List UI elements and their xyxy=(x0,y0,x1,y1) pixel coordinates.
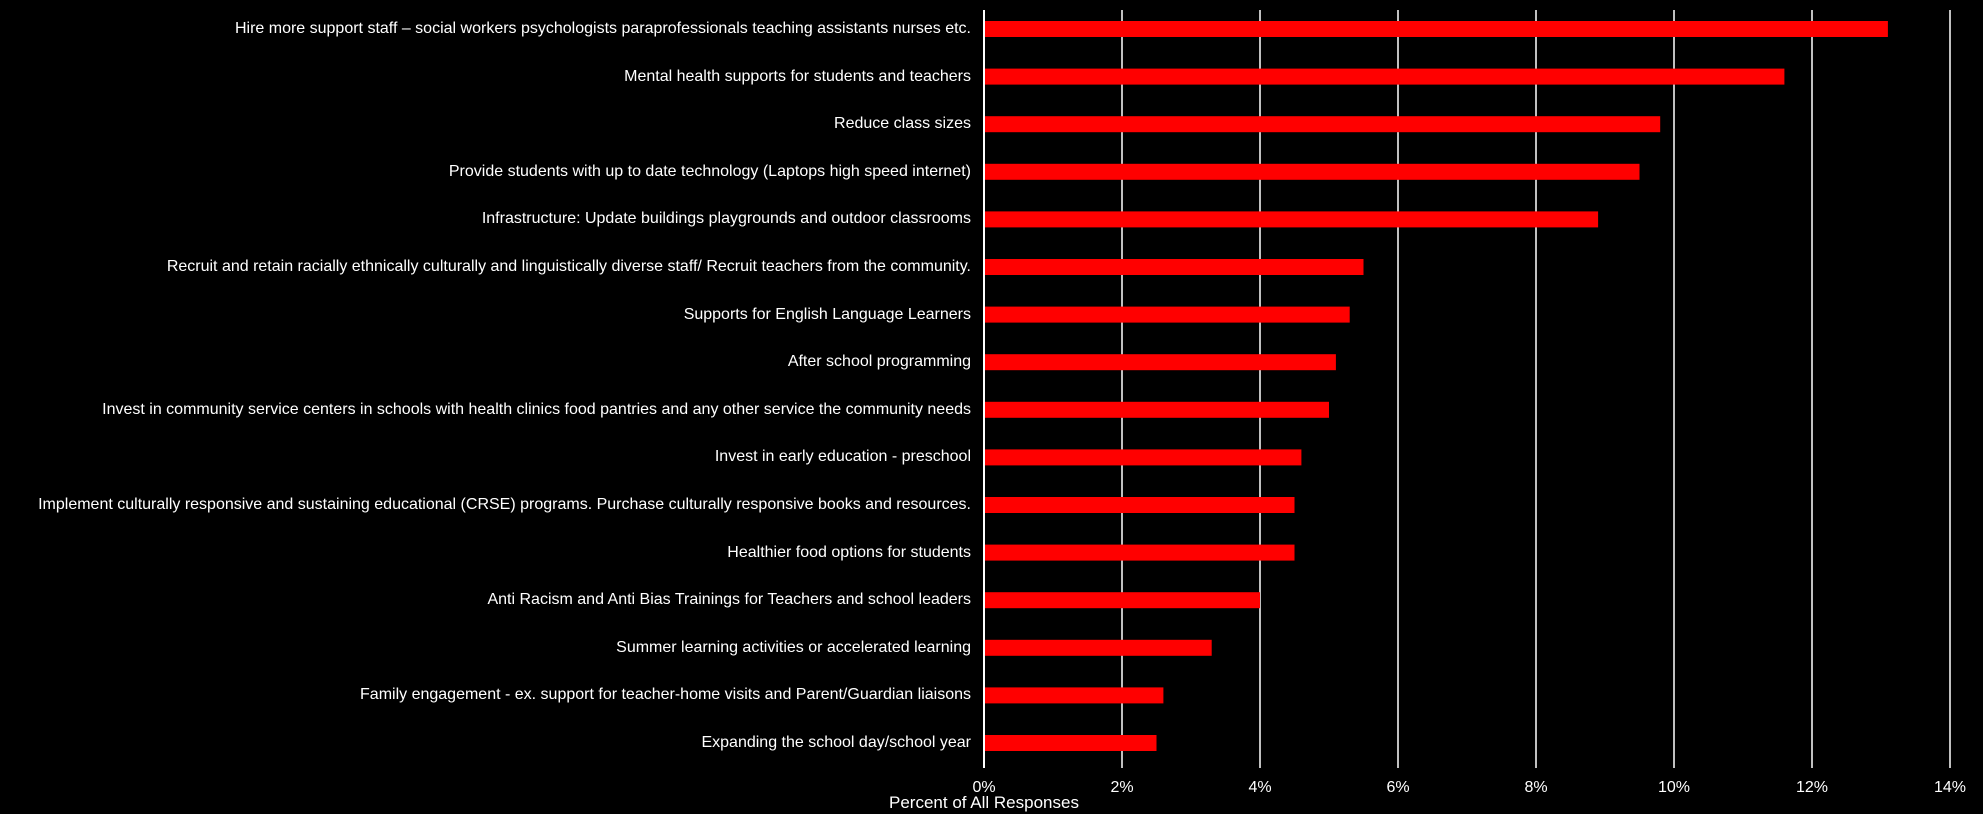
category-label: Mental health supports for students and … xyxy=(624,67,971,85)
bar xyxy=(984,163,1640,180)
bar xyxy=(984,687,1164,704)
category-label: Summer learning activities or accelerate… xyxy=(616,638,971,656)
category-label: Family engagement - ex. support for teac… xyxy=(360,686,971,704)
x-tick-label: 8% xyxy=(1524,779,1548,796)
bars xyxy=(984,21,1888,751)
category-label: After school programming xyxy=(787,353,971,371)
category-label: Implement culturally responsive and sust… xyxy=(38,496,971,513)
category-label: Supports for English Language Learners xyxy=(683,305,971,323)
bar xyxy=(984,354,1336,371)
category-label: Recruit and retain racially ethnically c… xyxy=(166,258,971,275)
bar xyxy=(984,211,1599,228)
category-label: Expanding the school day/school year xyxy=(701,734,971,751)
bar xyxy=(984,401,1329,418)
bar xyxy=(984,639,1212,656)
bar xyxy=(984,592,1260,609)
x-tick-label: 4% xyxy=(1248,779,1272,796)
bar xyxy=(984,259,1364,275)
x-axis-title: Percent of All Responses xyxy=(889,793,1079,812)
category-label: Infrastructure: Update buildings playgro… xyxy=(481,210,971,228)
bar xyxy=(984,21,1888,37)
category-label: Healthier food options for students xyxy=(727,543,971,561)
bar xyxy=(984,116,1661,133)
x-tick-label: 14% xyxy=(1933,779,1967,796)
bar xyxy=(984,497,1295,513)
x-tick-label: 6% xyxy=(1386,779,1410,796)
x-tick-label: 0% xyxy=(972,779,996,796)
x-tick-label: 10% xyxy=(1657,779,1691,796)
bar xyxy=(984,449,1302,466)
bar xyxy=(984,306,1350,323)
category-label: Anti Racism and Anti Bias Trainings for … xyxy=(487,591,971,609)
grid-lines xyxy=(1121,10,1951,768)
category-label: Invest in community service centers in s… xyxy=(102,400,971,418)
category-label: Invest in early education - preschool xyxy=(714,448,971,466)
category-label: Hire more support staff – social workers… xyxy=(234,20,971,37)
category-label: Provide students with up to date technol… xyxy=(448,162,971,180)
x-tick-label: 12% xyxy=(1795,779,1829,796)
bar xyxy=(984,735,1157,751)
category-label: Reduce class sizes xyxy=(834,115,971,133)
bar xyxy=(984,68,1785,85)
bar xyxy=(984,544,1295,561)
x-tick-label: 2% xyxy=(1110,779,1134,796)
